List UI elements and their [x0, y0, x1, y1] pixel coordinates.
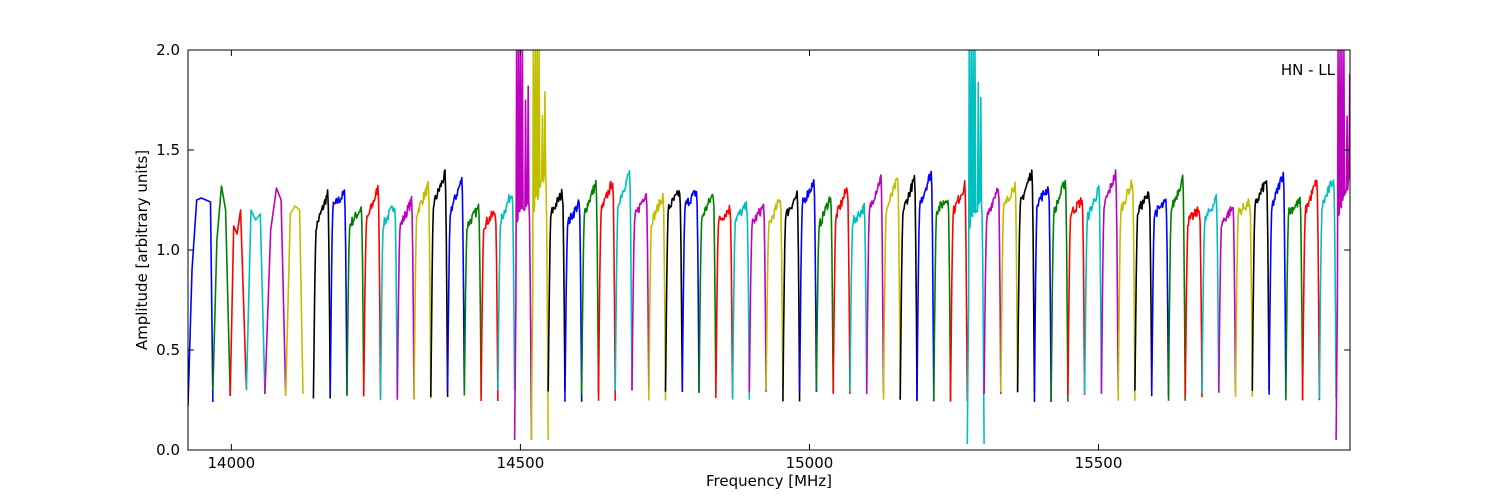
series-line — [899, 174, 918, 400]
x-axis-label: Frequency [MHz] — [706, 472, 832, 490]
series-line — [815, 196, 834, 392]
series-line — [882, 177, 901, 400]
x-tick-label: 14000 — [207, 454, 255, 472]
series-line — [530, 50, 549, 441]
series-line — [1234, 198, 1254, 397]
series-line — [513, 50, 533, 441]
series-layer — [188, 50, 1350, 445]
series-line — [212, 185, 231, 397]
series-line — [832, 187, 851, 394]
series-line — [346, 206, 365, 396]
panel-annotation: HN - LL — [1281, 61, 1336, 79]
y-tick-label: 1.0 — [156, 241, 180, 259]
series-line — [188, 197, 214, 407]
series-line — [1083, 184, 1103, 395]
series-line — [1268, 171, 1287, 395]
series-line — [933, 199, 952, 401]
series-line — [798, 179, 818, 393]
series-line — [916, 170, 935, 402]
series-line — [1150, 198, 1170, 397]
series-line — [1251, 180, 1270, 391]
series-line — [631, 192, 650, 391]
series-line — [430, 169, 449, 398]
y-axis-label: Amplitude [arbitrary units] — [133, 150, 151, 350]
series-line — [229, 209, 248, 397]
series-line — [748, 203, 767, 392]
series-line — [865, 174, 885, 395]
series-line — [1167, 174, 1186, 401]
series-line — [1033, 186, 1052, 402]
y-axis: 0.0 0.5 1.0 1.5 2.0 — [156, 41, 1350, 459]
series-line — [1117, 179, 1136, 401]
series-line — [1201, 193, 1220, 394]
x-axis: 14000 14500 15000 15500 — [207, 50, 1122, 472]
series-line — [480, 210, 499, 402]
series-line — [614, 169, 633, 391]
x-tick-label: 15500 — [1075, 454, 1123, 472]
series-line — [446, 176, 466, 392]
series-line — [362, 184, 382, 397]
series-line — [731, 200, 751, 400]
series-line — [284, 205, 304, 397]
series-line — [497, 194, 516, 391]
series-line — [1285, 196, 1304, 401]
series-line — [648, 192, 667, 401]
series-line — [413, 180, 432, 399]
x-tick-label: 14500 — [497, 454, 545, 472]
series-line — [765, 199, 784, 391]
series-line — [396, 195, 415, 400]
series-line — [1301, 179, 1321, 401]
series-line — [245, 209, 266, 395]
series-line — [698, 193, 717, 394]
series-line — [681, 189, 700, 392]
series-line — [463, 203, 482, 396]
series-line — [1218, 206, 1237, 393]
series-line — [1000, 181, 1019, 393]
series-line — [1067, 197, 1086, 396]
y-tick-label: 0.0 — [156, 441, 180, 459]
series-line — [715, 204, 734, 399]
series-line — [1016, 169, 1036, 393]
series-line — [547, 188, 566, 392]
series-line — [329, 189, 348, 396]
series-line — [1335, 50, 1350, 441]
series-line — [564, 199, 583, 402]
y-tick-label: 1.5 — [156, 141, 180, 159]
x-tick-label: 15000 — [786, 454, 834, 472]
series-line — [379, 205, 399, 401]
series-line — [1318, 179, 1337, 399]
series-line — [264, 187, 287, 397]
series-line — [1050, 179, 1069, 402]
series-line — [580, 179, 600, 394]
series-line — [849, 202, 868, 392]
series-line — [1100, 169, 1119, 394]
series-line — [949, 180, 969, 402]
series-line — [664, 190, 684, 392]
series-line — [597, 180, 616, 401]
series-line — [782, 190, 801, 402]
series-line — [983, 187, 1002, 395]
series-line — [966, 50, 985, 445]
series-line — [1184, 206, 1203, 398]
y-tick-label: 2.0 — [156, 41, 180, 59]
y-tick-label: 0.5 — [156, 341, 180, 359]
series-line — [1134, 191, 1153, 391]
series-line — [312, 189, 331, 399]
